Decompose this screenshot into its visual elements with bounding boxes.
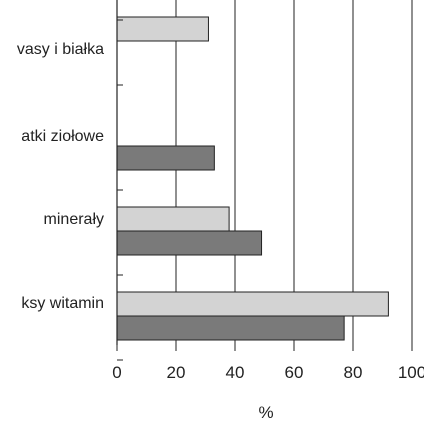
bar <box>116 16 209 42</box>
x-tick-label: 40 <box>226 363 245 382</box>
x-tick-labels: 0 20 40 60 80 100 <box>112 363 424 382</box>
bar <box>116 230 263 256</box>
bar <box>116 315 345 341</box>
bar <box>116 145 215 171</box>
x-tick-label: 60 <box>285 363 304 382</box>
x-tick-label: 100 <box>398 363 424 382</box>
bar <box>116 291 389 317</box>
category-label: ksy witamin <box>21 295 104 312</box>
x-tick-label: 80 <box>344 363 363 382</box>
gridlines <box>175 0 413 345</box>
x-tick-label: 20 <box>167 363 186 382</box>
bar <box>116 206 230 232</box>
bars <box>116 16 389 341</box>
category-label: atki ziołowe <box>21 128 104 145</box>
category-label: minerały <box>44 211 104 228</box>
category-labels: vasy i białka atki ziołowe minerały ksy wit… <box>17 41 104 312</box>
x-axis-label: % <box>258 403 273 422</box>
category-label: vasy i białka <box>17 41 104 58</box>
x-tick-label: 0 <box>112 363 121 382</box>
axes <box>116 0 413 361</box>
